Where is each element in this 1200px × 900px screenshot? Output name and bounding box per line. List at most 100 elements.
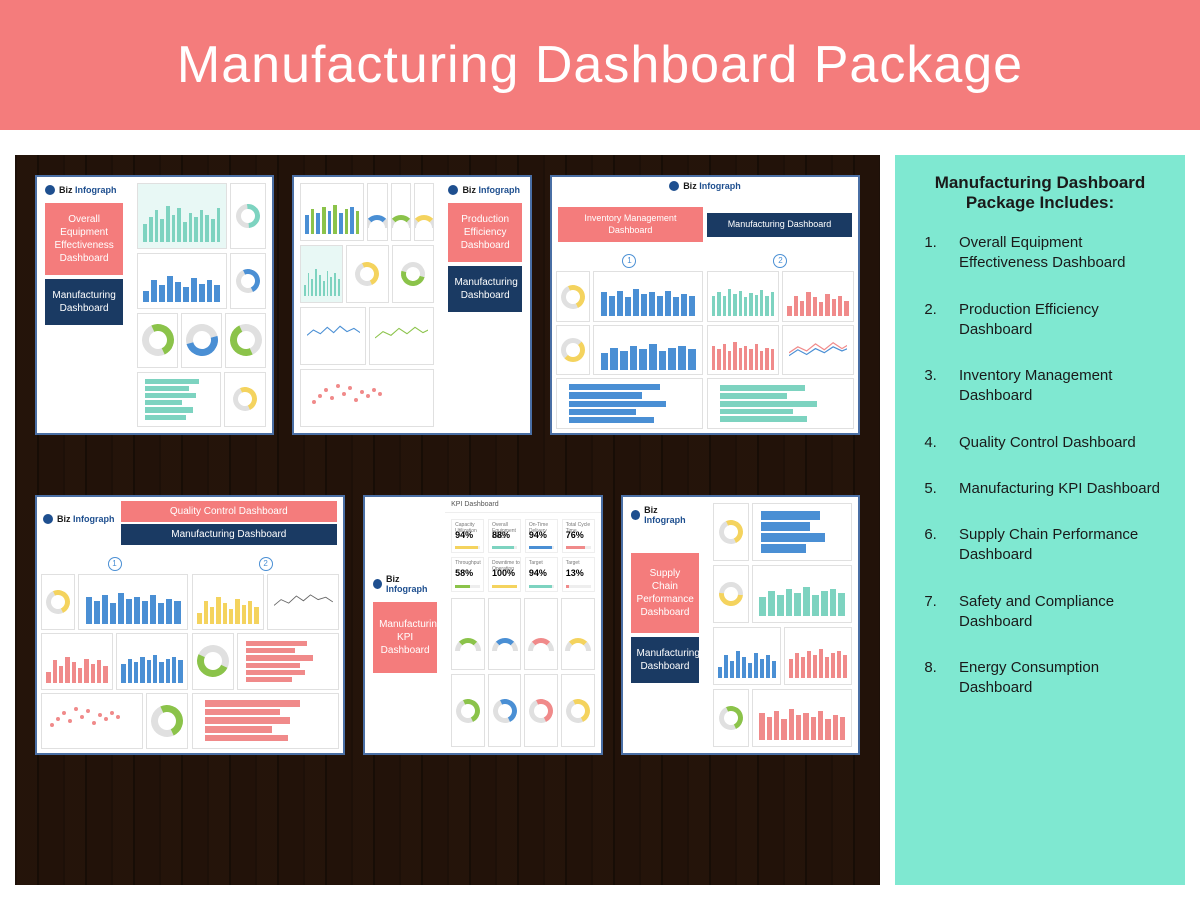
grid-row: Biz Infograph Quality Control Dashboard … (35, 495, 860, 755)
tag-subtitle: Manufacturing Dashboard (45, 279, 123, 325)
title-header: Manufacturing Dashboard Package (0, 0, 1200, 130)
kpi-cell: On-Time Delivery94% (525, 519, 558, 553)
mini-chart (392, 245, 435, 303)
thumbnail-oee[interactable]: Biz Infograph Overall Equipment Effectiv… (35, 175, 274, 435)
mini-chart (367, 183, 387, 241)
mini-chart (237, 633, 339, 689)
thumbnail-kpi[interactable]: Biz Infograph Manufacturing KPI Dashboar… (363, 495, 602, 755)
mini-chart (116, 633, 188, 689)
kpi-cell: Throughput58% (451, 557, 484, 591)
mini-chart (181, 313, 222, 368)
kpi-cell: Target94% (525, 557, 558, 591)
mini-chart (137, 313, 178, 368)
logo-text: Biz Infograph (462, 185, 520, 195)
side-heading: Manufacturing Dashboard Package Includes… (917, 173, 1163, 213)
kpi-cell: Total Cycle Time76% (562, 519, 595, 553)
mini-chart (524, 674, 558, 747)
main-content: Biz Infograph Overall Equipment Effectiv… (0, 130, 1200, 900)
page-number: 2 (773, 254, 787, 268)
package-list-item: Energy Consumption Dashboard (941, 658, 1163, 699)
package-list-item: Safety and Compliance Dashboard (941, 592, 1163, 633)
mini-chart (488, 598, 522, 671)
kpi-cell: Capacity Utilization94% (451, 519, 484, 553)
side-panel: Manufacturing Dashboard Package Includes… (895, 155, 1185, 885)
package-list-item: Production Efficiency Dashboard (941, 300, 1163, 341)
brand-logo: Biz Infograph (556, 181, 854, 191)
brand-logo: Biz Infograph (631, 505, 700, 525)
logo-icon (448, 185, 458, 195)
thumbnail-supplychain[interactable]: Biz Infograph Supply Chain Performance D… (621, 495, 860, 755)
thumbnail-production[interactable]: Biz Infograph Production Efficiency Dash… (292, 175, 531, 435)
mini-chart (137, 372, 221, 427)
mini-chart (556, 378, 703, 429)
logo-icon (43, 514, 53, 524)
mini-chart (414, 183, 434, 241)
mini-chart (137, 183, 226, 249)
tag-title: Supply Chain Performance Dashboard (631, 553, 700, 633)
package-list-item: Quality Control Dashboard (941, 433, 1163, 453)
thumbnail-grid: Biz Infograph Overall Equipment Effectiv… (15, 155, 880, 885)
mini-chart (707, 325, 779, 376)
logo-icon (45, 185, 55, 195)
logo-text: Biz Infograph (59, 185, 117, 195)
tag-title: Manufacturing KPI Dashboard (373, 602, 437, 673)
kpi-cell: Target13% (562, 557, 595, 591)
grid-row: Biz Infograph Overall Equipment Effectiv… (35, 175, 860, 435)
package-list-item: Overall Equipment Effectiveness Dashboar… (941, 233, 1163, 274)
mini-chart (192, 693, 339, 749)
mini-chart (78, 574, 188, 630)
mini-chart (713, 627, 781, 685)
thumbnail-inventory[interactable]: Biz Infograph Inventory Management Dashb… (550, 175, 860, 435)
mini-chart (230, 183, 267, 249)
mini-chart (713, 689, 749, 747)
tag-title: Quality Control Dashboard (121, 501, 338, 522)
mini-chart (707, 378, 854, 429)
logo-text: Biz Infograph (57, 514, 115, 524)
logo-text: Biz Infograph (386, 574, 437, 594)
tag-title: Inventory Management Dashboard (558, 207, 703, 242)
mini-chart (230, 253, 267, 308)
mini-chart (137, 253, 226, 308)
tag-title: Production Efficiency Dashboard (448, 203, 521, 262)
mini-chart (556, 271, 590, 322)
mini-chart (451, 674, 485, 747)
mini-chart (451, 598, 485, 671)
logo-text: Biz Infograph (683, 181, 741, 191)
page-number: 2 (259, 557, 273, 571)
mini-chart (225, 313, 266, 368)
logo-text: Biz Infograph (644, 505, 699, 525)
mini-chart (593, 325, 703, 376)
package-list: Overall Equipment Effectiveness Dashboar… (917, 233, 1163, 699)
brand-logo: Biz Infograph (448, 185, 521, 195)
mini-chart (300, 369, 434, 427)
tag-subtitle: Manufacturing Dashboard (448, 266, 521, 312)
mini-chart (561, 598, 595, 671)
mini-chart (41, 633, 113, 689)
mini-chart (784, 627, 852, 685)
mini-chart (524, 598, 558, 671)
mini-chart (346, 245, 389, 303)
thumb-header: Inventory Management Dashboard Manufactu… (552, 203, 858, 246)
mini-chart (713, 565, 749, 623)
mini-chart (146, 693, 188, 749)
mini-chart (391, 183, 411, 241)
mini-chart (713, 503, 749, 561)
mini-chart (782, 325, 854, 376)
tag-subtitle: Manufacturing Dashboard (631, 637, 700, 683)
logo-icon (669, 181, 679, 191)
kpi-cell: Overall Equipment Effect.88% (488, 519, 521, 553)
package-list-item: Manufacturing KPI Dashboard (941, 479, 1163, 499)
tag-subtitle: Manufacturing Dashboard (707, 213, 852, 237)
mini-chart (300, 245, 343, 303)
mini-chart (369, 307, 435, 365)
mini-chart (752, 503, 852, 561)
brand-logo: Biz Infograph (373, 574, 437, 594)
mini-chart (267, 574, 339, 630)
mini-chart (41, 574, 75, 630)
thumbnail-quality[interactable]: Biz Infograph Quality Control Dashboard … (35, 495, 345, 755)
mini-chart (300, 183, 364, 241)
mini-chart (41, 693, 143, 749)
brand-logo: Biz Infograph (43, 514, 115, 524)
mini-chart (707, 271, 779, 322)
kpi-grid: Capacity Utilization94%Overall Equipment… (445, 513, 600, 598)
